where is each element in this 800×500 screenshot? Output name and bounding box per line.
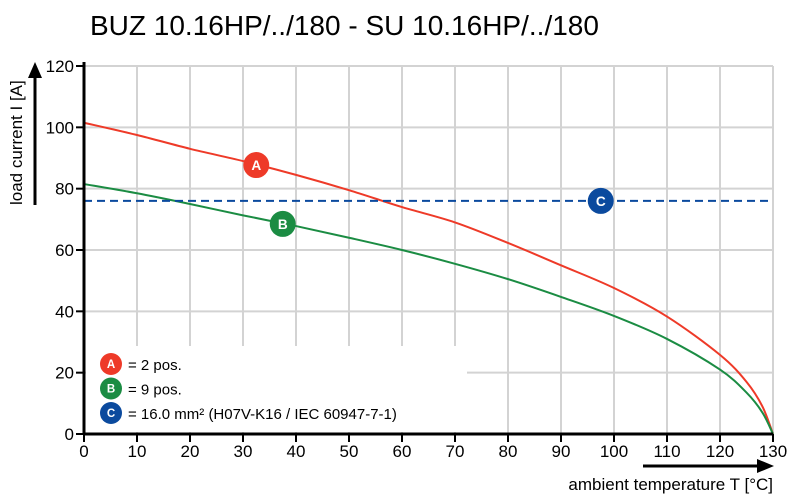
y-tick-label: 20 [55,364,74,383]
x-tick-label: 0 [79,442,88,461]
x-tick-label: 120 [706,442,734,461]
y-tick-label: 0 [65,425,74,444]
series-B-marker [269,210,296,237]
x-tick-label: 40 [287,442,306,461]
series-B-marker-letter: B [278,217,288,232]
legend-C-marker-letter: C [107,408,116,420]
x-tick-label: 100 [600,442,628,461]
legend-B-marker [100,377,122,400]
legend-C-marker [100,402,122,424]
series-A-marker-letter: A [251,158,261,173]
legend-B-marker-letter: B [107,384,115,396]
x-tick-label: 10 [128,442,147,461]
x-tick-label: 110 [653,442,680,461]
x-tick-label: 80 [499,442,518,461]
y-tick-label: 80 [55,180,74,199]
y-axis-label: load current I [A] [7,80,26,205]
y-tick-label: 60 [55,241,74,260]
legend-B-text: = 9 pos. [128,382,182,399]
chart-title: BUZ 10.16HP/../180 - SU 10.16HP/../180 [90,10,599,41]
x-tick-label: 60 [393,442,412,461]
series-C-marker-letter: C [596,194,606,209]
y-tick-label: 120 [46,57,74,76]
legend: A = 2 pos. B = 9 pos. C = 16.0 mm² (H07V-K16 … [100,353,397,424]
y-arrow-head-icon [28,62,42,78]
series-A-marker [243,152,270,179]
x-tick-label: 50 [340,442,359,461]
x-tick-label: 30 [234,442,253,461]
legend-C-text: = 16.0 mm² (H07V-K16 / IEC 60947-7-1) [128,406,397,423]
y-tick-label: 100 [46,118,74,137]
x-tick-label: 90 [552,442,571,461]
legend-background [86,346,467,432]
x-tick-label: 20 [181,442,200,461]
x-axis-label: ambient temperature T [°C] [568,475,773,494]
legend-A-marker-letter: A [107,359,116,371]
series-A-line [83,121,774,435]
series-B-line [83,183,774,435]
x-tick-label: 130 [759,442,787,461]
legend-A-text: = 2 pos. [128,357,182,374]
series-group: ABC [83,121,774,435]
axes: 0 10 20 30 40 50 60 70 80 90 100 110 120 130 0 20 40 60 80… [28,57,787,473]
series-C-marker [587,187,614,214]
x-arrow-head-icon [757,459,774,473]
x-tick-label: 70 [446,442,465,461]
legend-A-marker [100,353,122,375]
y-tick-label: 40 [55,302,74,321]
